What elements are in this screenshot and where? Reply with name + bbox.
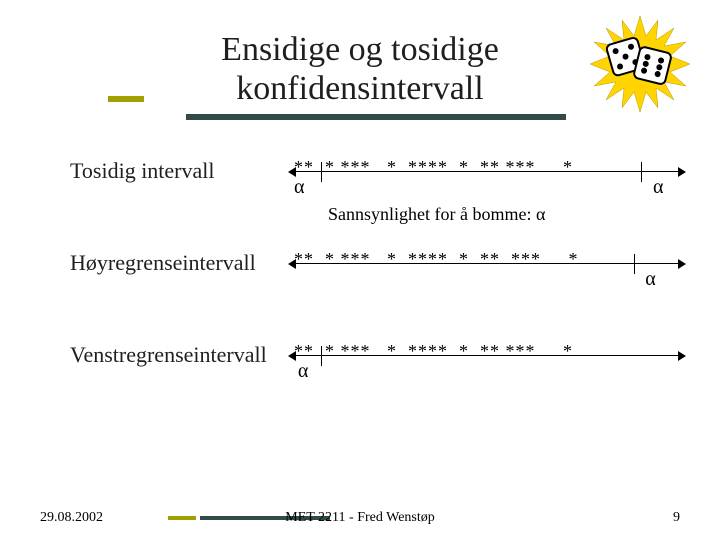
arrow-right-icon	[678, 167, 686, 177]
arrow-left-icon	[288, 259, 296, 269]
diagram-two-sided: ** * *** * **** * ** *** * α α Sannsynli…	[294, 158, 680, 216]
footer-center: MET 2211 - Fred Wenstøp	[285, 510, 435, 526]
arrow-right-icon	[678, 259, 686, 269]
left-tick	[321, 162, 322, 182]
label-right-bounded: Høyregrenseintervall	[40, 250, 294, 276]
row-right-bounded: Høyregrenseintervall ** * *** * **** * *…	[40, 250, 680, 308]
alpha-left: α	[294, 176, 304, 199]
left-tick	[321, 346, 322, 366]
arrow-left-icon	[288, 351, 296, 361]
title-line-1: Ensidige og tosidige	[221, 31, 499, 68]
stars-left-bounded: ** * *** * **** * ** *** *	[294, 342, 680, 360]
diagram-right-bounded: ** * *** * **** * ** *** * α	[294, 250, 680, 308]
diagram-left-bounded: ** * *** * **** * ** *** * α	[294, 342, 680, 400]
right-tick	[641, 162, 642, 182]
arrow-right-icon	[678, 351, 686, 361]
alpha-right: α	[645, 268, 655, 291]
stars-right-bounded: ** * *** * **** * ** *** *	[294, 250, 680, 268]
alpha-left: α	[298, 360, 308, 383]
label-two-sided: Tosidig intervall	[40, 158, 294, 184]
right-tick	[634, 254, 635, 274]
footer-page-number: 9	[673, 510, 680, 526]
axis-line	[294, 171, 680, 172]
footer-date: 29.08.2002	[40, 510, 160, 526]
axis-line	[294, 355, 680, 356]
content-area: Tosidig intervall ** * *** * **** * ** *…	[40, 158, 680, 400]
title-block: Ensidige og tosidige konfidensintervall	[40, 30, 680, 120]
row-left-bounded: Venstregrenseintervall ** * *** * **** *…	[40, 342, 680, 400]
dice-decoration	[590, 14, 690, 114]
dice-icon	[604, 32, 676, 94]
alpha-right: α	[653, 176, 663, 199]
axis-line	[294, 263, 680, 264]
footer-accent-bar	[168, 516, 196, 520]
footer: 29.08.2002 MET 2211 - Fred Wenstøp 9	[40, 510, 680, 526]
row-two-sided: Tosidig intervall ** * *** * **** * ** *…	[40, 158, 680, 216]
title-line-2: konfidensintervall	[236, 70, 483, 107]
title-underline	[186, 114, 566, 120]
page-title: Ensidige og tosidige konfidensintervall	[40, 30, 680, 108]
probability-caption: Sannsynlighet for å bomme: α	[328, 204, 680, 225]
label-left-bounded: Venstregrenseintervall	[40, 342, 294, 368]
stars-two-sided: ** * *** * **** * ** *** *	[294, 158, 680, 176]
